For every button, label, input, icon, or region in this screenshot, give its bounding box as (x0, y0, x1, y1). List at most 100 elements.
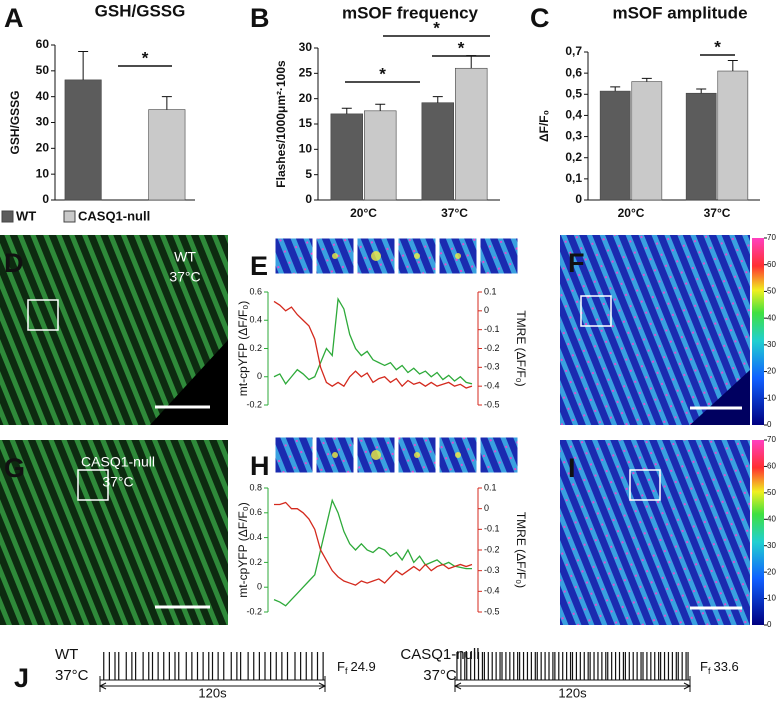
y-tick-label: 20 (36, 141, 50, 155)
span-arrow (98, 676, 327, 692)
bar (421, 102, 455, 201)
train-label: WT (55, 646, 78, 663)
colorbar-label: 10 (767, 393, 776, 402)
panel-letter: C (530, 3, 550, 33)
rate-subscript: f (708, 666, 711, 676)
y-tick-label: -0.5 (484, 606, 500, 616)
y-tick-label: 50 (36, 63, 50, 77)
span-arrow (453, 676, 692, 692)
y-tick-label: 0 (305, 192, 312, 206)
y-tick-label: 0,6 (565, 65, 582, 79)
panel-letter: F (568, 248, 585, 278)
y-tick-label: 0.4 (249, 532, 262, 542)
colorbar-label: 70 (767, 435, 776, 444)
bar (454, 67, 488, 201)
bar (330, 113, 364, 201)
colorbar-label: 30 (767, 340, 776, 349)
y-tick-label: 0.8 (249, 482, 262, 492)
y-tick-label: -0.4 (484, 586, 500, 596)
colorbar-label: 20 (767, 367, 776, 376)
y-tick-label: -0.5 (484, 399, 500, 409)
bar (599, 90, 631, 201)
trace (273, 300, 473, 389)
y-tick-label: 0.1 (484, 286, 497, 296)
y-tick-label: 0,4 (565, 108, 582, 122)
panel-letter: H (250, 451, 270, 481)
colorbar-label: 50 (767, 287, 776, 296)
colorbar-label: 0 (767, 420, 772, 429)
colorbar-label: 30 (767, 541, 776, 550)
panel-letter: D (4, 248, 24, 278)
annotation: * (379, 64, 386, 83)
rate-value: 24.9 (350, 659, 375, 674)
flash-spot (455, 253, 461, 259)
y-tick-label: -0.1 (484, 524, 500, 534)
y-tick-label: 0 (484, 503, 489, 513)
error-bar (466, 55, 477, 69)
y-tick-label: -0.2 (246, 606, 262, 616)
x-tick-label: 37°C (441, 206, 468, 220)
annotation: * (714, 37, 721, 56)
panel-letter: B (250, 3, 270, 33)
y-tick-label: 0.6 (249, 507, 262, 517)
y-axis-label: ΔF/F₀ (537, 110, 551, 142)
colorbar (752, 440, 764, 625)
colorbar (752, 238, 764, 425)
panel-letter: A (4, 3, 24, 33)
background (690, 370, 750, 425)
y-tick-label: 10 (36, 166, 50, 180)
y-tick-label: 0,2 (565, 150, 582, 164)
legend-swatch (1, 210, 14, 223)
error-bar (696, 88, 707, 94)
trace (274, 501, 473, 586)
panel-letter: I (568, 453, 576, 483)
y-tick-label: 0,5 (565, 86, 582, 100)
y-tick-label: 0 (257, 582, 262, 592)
y-tick-label: 0.6 (249, 286, 262, 296)
flash-spot (332, 452, 338, 458)
x-tick-label: 20°C (350, 206, 377, 220)
span-label: 120s (198, 685, 227, 700)
rate-label: Ff 33.6 (700, 659, 739, 676)
x-tick-label: 20°C (618, 206, 645, 220)
y-tick-label: 0.2 (249, 557, 262, 567)
legend-label: CASQ1-null (78, 208, 150, 223)
y-tick-label: 0.4 (249, 315, 262, 325)
y-tick-label: 0 (575, 192, 582, 206)
annotation: * (458, 38, 465, 57)
train-label: CASQ1-null (400, 646, 479, 663)
y-tick-label: 15 (299, 116, 313, 130)
roi-box (629, 469, 661, 501)
y-tick-label: 0 (42, 192, 49, 206)
y2-axis-label: TMRE (ΔF/F₀) (514, 310, 528, 386)
train-label: 37°C (55, 667, 89, 684)
flash-spot (371, 450, 381, 460)
error-bar (432, 96, 443, 103)
flash-spot (371, 251, 381, 261)
y-axis-label: mt-cpYFP (ΔF/F₀) (236, 301, 250, 396)
error-bar (341, 107, 352, 114)
y-tick-label: 30 (36, 115, 50, 129)
image-label: 37°C (169, 269, 200, 285)
thumbnail (274, 237, 314, 275)
rate-symbol: F (700, 659, 708, 674)
y-axis-label: mt-cpYFP (ΔF/F₀) (236, 502, 250, 597)
y-tick-label: 10 (299, 142, 313, 156)
micrograph (560, 235, 750, 425)
y-tick-label: 5 (305, 167, 312, 181)
flash-spot (455, 452, 461, 458)
flash-spot (414, 253, 420, 259)
bar (717, 70, 749, 201)
chart-title: mSOF frequency (342, 3, 479, 22)
y-tick-label: 0 (257, 371, 262, 381)
y-tick-label: -0.2 (246, 399, 262, 409)
colorbar-label: 60 (767, 462, 776, 471)
panel-letter: G (4, 453, 25, 483)
y-tick-label: 0 (484, 305, 489, 315)
rate-symbol: F (337, 659, 345, 674)
micrograph (560, 440, 750, 625)
thumbnail (479, 436, 519, 474)
train-label: 37°C (423, 667, 457, 684)
image-label: 37°C (102, 474, 133, 490)
